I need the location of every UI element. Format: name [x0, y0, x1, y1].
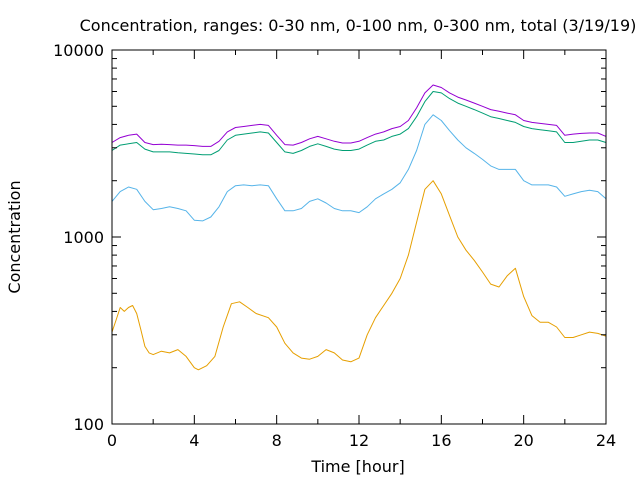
- y-axis-label: Concentration: [5, 180, 24, 293]
- series-line-2: [111, 114, 607, 222]
- x-tick-label: 4: [189, 431, 199, 450]
- y-tick-label: 1000: [63, 228, 104, 247]
- x-tick-label: 20: [513, 431, 533, 450]
- ticks-layer: 0 4 8 12 16 20 24 100 1000 10000: [53, 41, 616, 450]
- x-tick-label: 16: [431, 431, 451, 450]
- x-axis-label: Time [hour]: [310, 457, 404, 476]
- y-tick-label: 10000: [53, 41, 104, 60]
- series-line-1: [111, 180, 607, 371]
- x-tick-label: 24: [596, 431, 616, 450]
- plot-frame: [111, 49, 607, 425]
- x-tick-label: 8: [272, 431, 282, 450]
- y-tick-label: 100: [73, 415, 104, 434]
- series-layer: [111, 84, 607, 371]
- chart-title: Concentration, ranges: 0-30 nm, 0-100 nm…: [80, 16, 637, 35]
- x-tick-label: 12: [349, 431, 369, 450]
- series-line-4: [111, 84, 607, 147]
- series-line-3: [111, 91, 607, 156]
- x-tick-label: 0: [107, 431, 117, 450]
